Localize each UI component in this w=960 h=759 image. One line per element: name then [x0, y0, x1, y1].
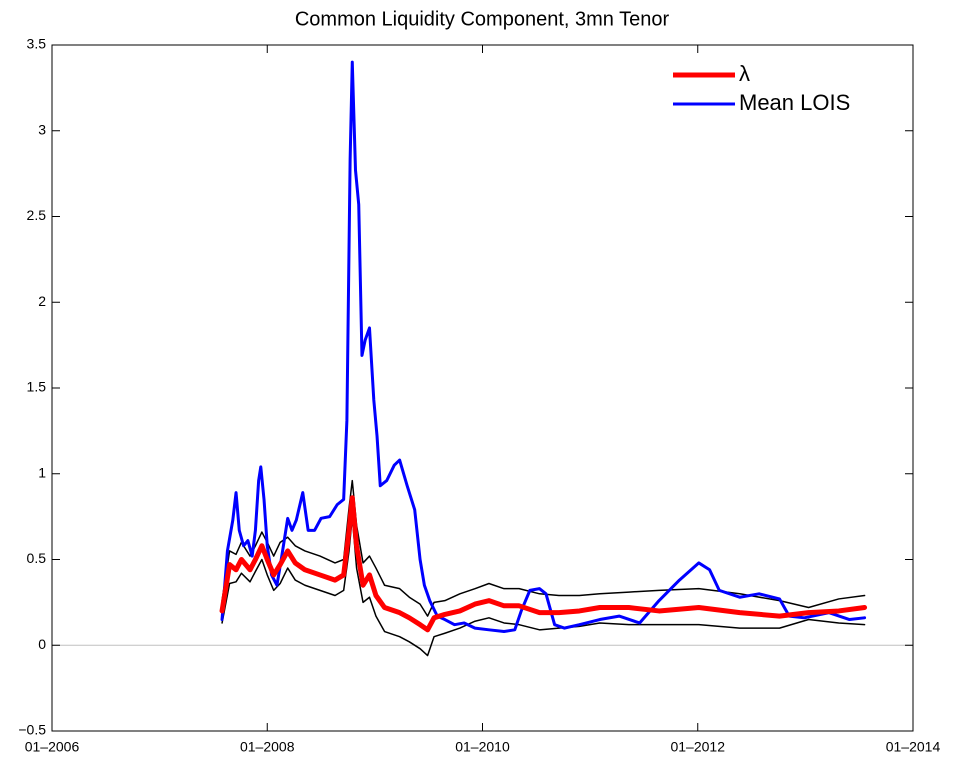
legend-label: λ	[739, 61, 750, 86]
y-tick-label: 2.5	[27, 207, 47, 223]
x-tick-label: 01–2008	[240, 739, 295, 755]
legend-label: Mean LOIS	[739, 90, 850, 115]
x-tick-label: 01–2006	[25, 739, 80, 755]
chart-title: Common Liquidity Component, 3mn Tenor	[295, 8, 670, 30]
x-tick-label: 01–2010	[455, 739, 510, 755]
y-tick-label: 1.5	[27, 379, 47, 395]
line-series	[219, 495, 868, 633]
y-tick-label: 0.5	[27, 550, 47, 566]
y-tick-label: 2	[38, 293, 46, 309]
x-tick-label: 01–2014	[886, 739, 941, 755]
y-tick-label: 0	[38, 636, 46, 652]
y-tick-label: 3	[38, 121, 46, 137]
y-tick-label: −0.5	[18, 722, 46, 738]
line-series	[221, 515, 866, 657]
y-tick-label: 1	[38, 464, 46, 480]
line-series	[221, 479, 866, 617]
x-tick-label: 01–2012	[670, 739, 725, 755]
y-tick-label: 3.5	[27, 36, 47, 52]
